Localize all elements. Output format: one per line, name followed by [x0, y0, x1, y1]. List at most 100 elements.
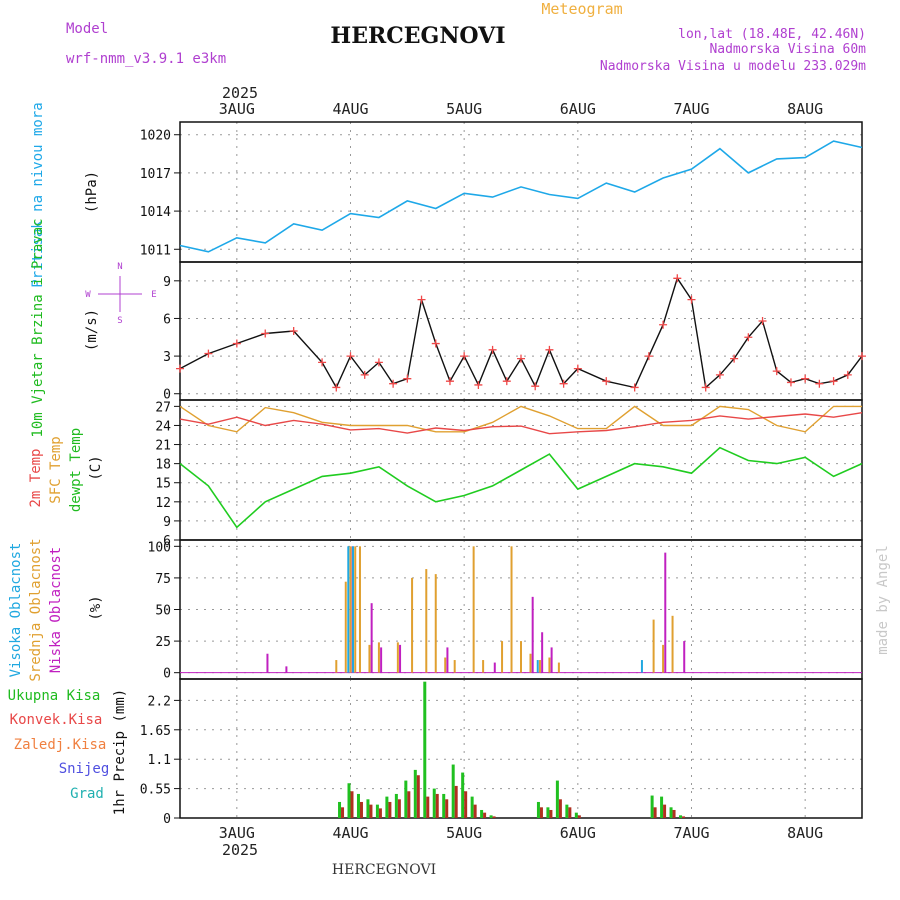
wind-speed-point [403, 374, 412, 383]
precip-convective-bar [435, 793, 439, 818]
page-subtitle: Meteogram [541, 0, 622, 18]
wind-ylabel: (m/s) [84, 309, 100, 351]
precip-total-bar [669, 807, 673, 818]
y-tick-label: 0 [163, 388, 171, 403]
wind-speed-point [318, 358, 327, 367]
y-tick-label: 6 [163, 534, 171, 549]
wind-speed-point [474, 380, 483, 389]
cloud-mid-bar [368, 644, 371, 673]
cloud-panel: 0 25 50 75 100 [148, 539, 863, 682]
cloud-low-bar [285, 666, 288, 673]
precip-convective-bar [568, 807, 572, 818]
cloud-mid-bar [529, 653, 532, 673]
cloud-high-bar [640, 660, 643, 673]
y-tick-label: 2.2 [148, 694, 171, 709]
temp2m-title: 2m Temp [28, 448, 44, 507]
precip-total-bar [480, 809, 484, 818]
precip-convective-bar [369, 804, 373, 818]
y-tick-label: 75 [155, 572, 171, 587]
cloud-low-bar [531, 596, 534, 673]
precip-total-bar [536, 801, 540, 818]
precip-total-bar [347, 783, 351, 818]
wind-speed-point [701, 383, 710, 392]
temp-ylabel: (C) [88, 455, 104, 480]
precip-convective-bar [539, 807, 543, 818]
precip-hail-title: Grad [70, 786, 104, 802]
precip-convective-bar [454, 785, 458, 818]
precip-convective-bar [663, 804, 667, 818]
y-tick-label: 0 [163, 812, 171, 827]
wind-speed-point [687, 295, 696, 304]
wind-speed-point [843, 370, 852, 379]
cloud-high-bar [347, 546, 350, 673]
cloud-high-title: Visoka Oblacnost [8, 543, 24, 678]
precip-total-bar [451, 764, 455, 818]
wind-speed-point [374, 358, 383, 367]
compass-west: W [85, 290, 91, 300]
cloud-mid-bar [671, 615, 674, 673]
y-tick-label: 9 [163, 515, 171, 530]
bottom-day-label: 5AUG [446, 824, 482, 842]
bottom-day-label: 3AUG [219, 824, 255, 842]
wind-speed-point [715, 370, 724, 379]
precip-conv-title: Konvek.Kisa [10, 712, 103, 728]
cloud-low-bar [683, 641, 686, 673]
wind-panel: 0 3 6 9 [163, 261, 866, 403]
precip-convective-bar [359, 801, 363, 818]
wind-speed-point [531, 382, 540, 391]
top-day-label: 6AUG [560, 100, 596, 118]
cloud-mid-bar [377, 642, 380, 673]
model-name: wrf-nmm_v3.9.1 e3km [66, 51, 226, 67]
cloud-low-bar [493, 662, 496, 673]
footer-station: HERCEGNOVI [332, 862, 436, 878]
wind-speed-point [460, 352, 469, 361]
y-tick-label: 3 [163, 350, 171, 365]
pressure-panel: 1011 1014 1017 1020 [140, 121, 863, 263]
cloud-low-title: Niska Oblacnost [48, 547, 64, 673]
wind-speed-point [858, 352, 866, 361]
wind-speed-point [659, 320, 668, 329]
y-tick-label: 1.1 [148, 753, 171, 768]
cloud-high-bar [536, 660, 539, 673]
pressure-line [179, 140, 863, 253]
precip-total-bar [385, 796, 389, 818]
precip-convective-bar [445, 799, 449, 818]
precip-convective-bar [416, 775, 420, 818]
temperature-panel: 6 9 12 15 18 21 24 27 [155, 399, 863, 549]
y-tick-label: 1.65 [140, 724, 171, 739]
wind-speed-point [744, 333, 753, 342]
precip-panel: 0 0.55 1.1 1.65 2.2 [140, 678, 863, 827]
wind-speed-point [417, 295, 426, 304]
dewpt-title: dewpt Temp [68, 428, 84, 512]
elevation-label: Nadmorska Visina 60m [709, 42, 866, 57]
precip-convective-bar [397, 799, 401, 818]
cloud-mid-bar [453, 660, 456, 673]
cloud-mid-bar [344, 581, 347, 673]
wind-speed-point [431, 339, 440, 348]
panel-frame [179, 261, 863, 401]
model-label: Model [66, 21, 108, 37]
wind-speed-point [559, 379, 568, 388]
y-tick-label: 27 [155, 400, 171, 415]
wind-speed-point [204, 349, 213, 358]
wind-speed-point [346, 352, 355, 361]
precip-convective-bar [549, 809, 553, 818]
precip-total-bar [338, 801, 342, 818]
wind-speed-point [573, 364, 582, 373]
wind-speed-point [673, 274, 682, 283]
cloud-mid-bar [548, 657, 551, 673]
precip-total-bar [555, 780, 559, 818]
cloud-mid-bar [425, 569, 428, 673]
wind-speed-point [517, 354, 525, 363]
precip-convective-bar [407, 791, 411, 818]
precip-convective-bar [483, 812, 487, 818]
cloud-low-bar [446, 647, 449, 673]
wind-speed-point [389, 379, 398, 388]
cloud-mid-bar [349, 546, 352, 673]
y-tick-label: 6 [163, 312, 171, 327]
wind-compass-rose: N W E S [85, 262, 156, 326]
precip-convective-bar [653, 807, 657, 818]
bottom-day-label: 7AUG [673, 824, 709, 842]
precip-convective-bar [341, 807, 345, 818]
cloud-mid-bar [652, 619, 655, 673]
